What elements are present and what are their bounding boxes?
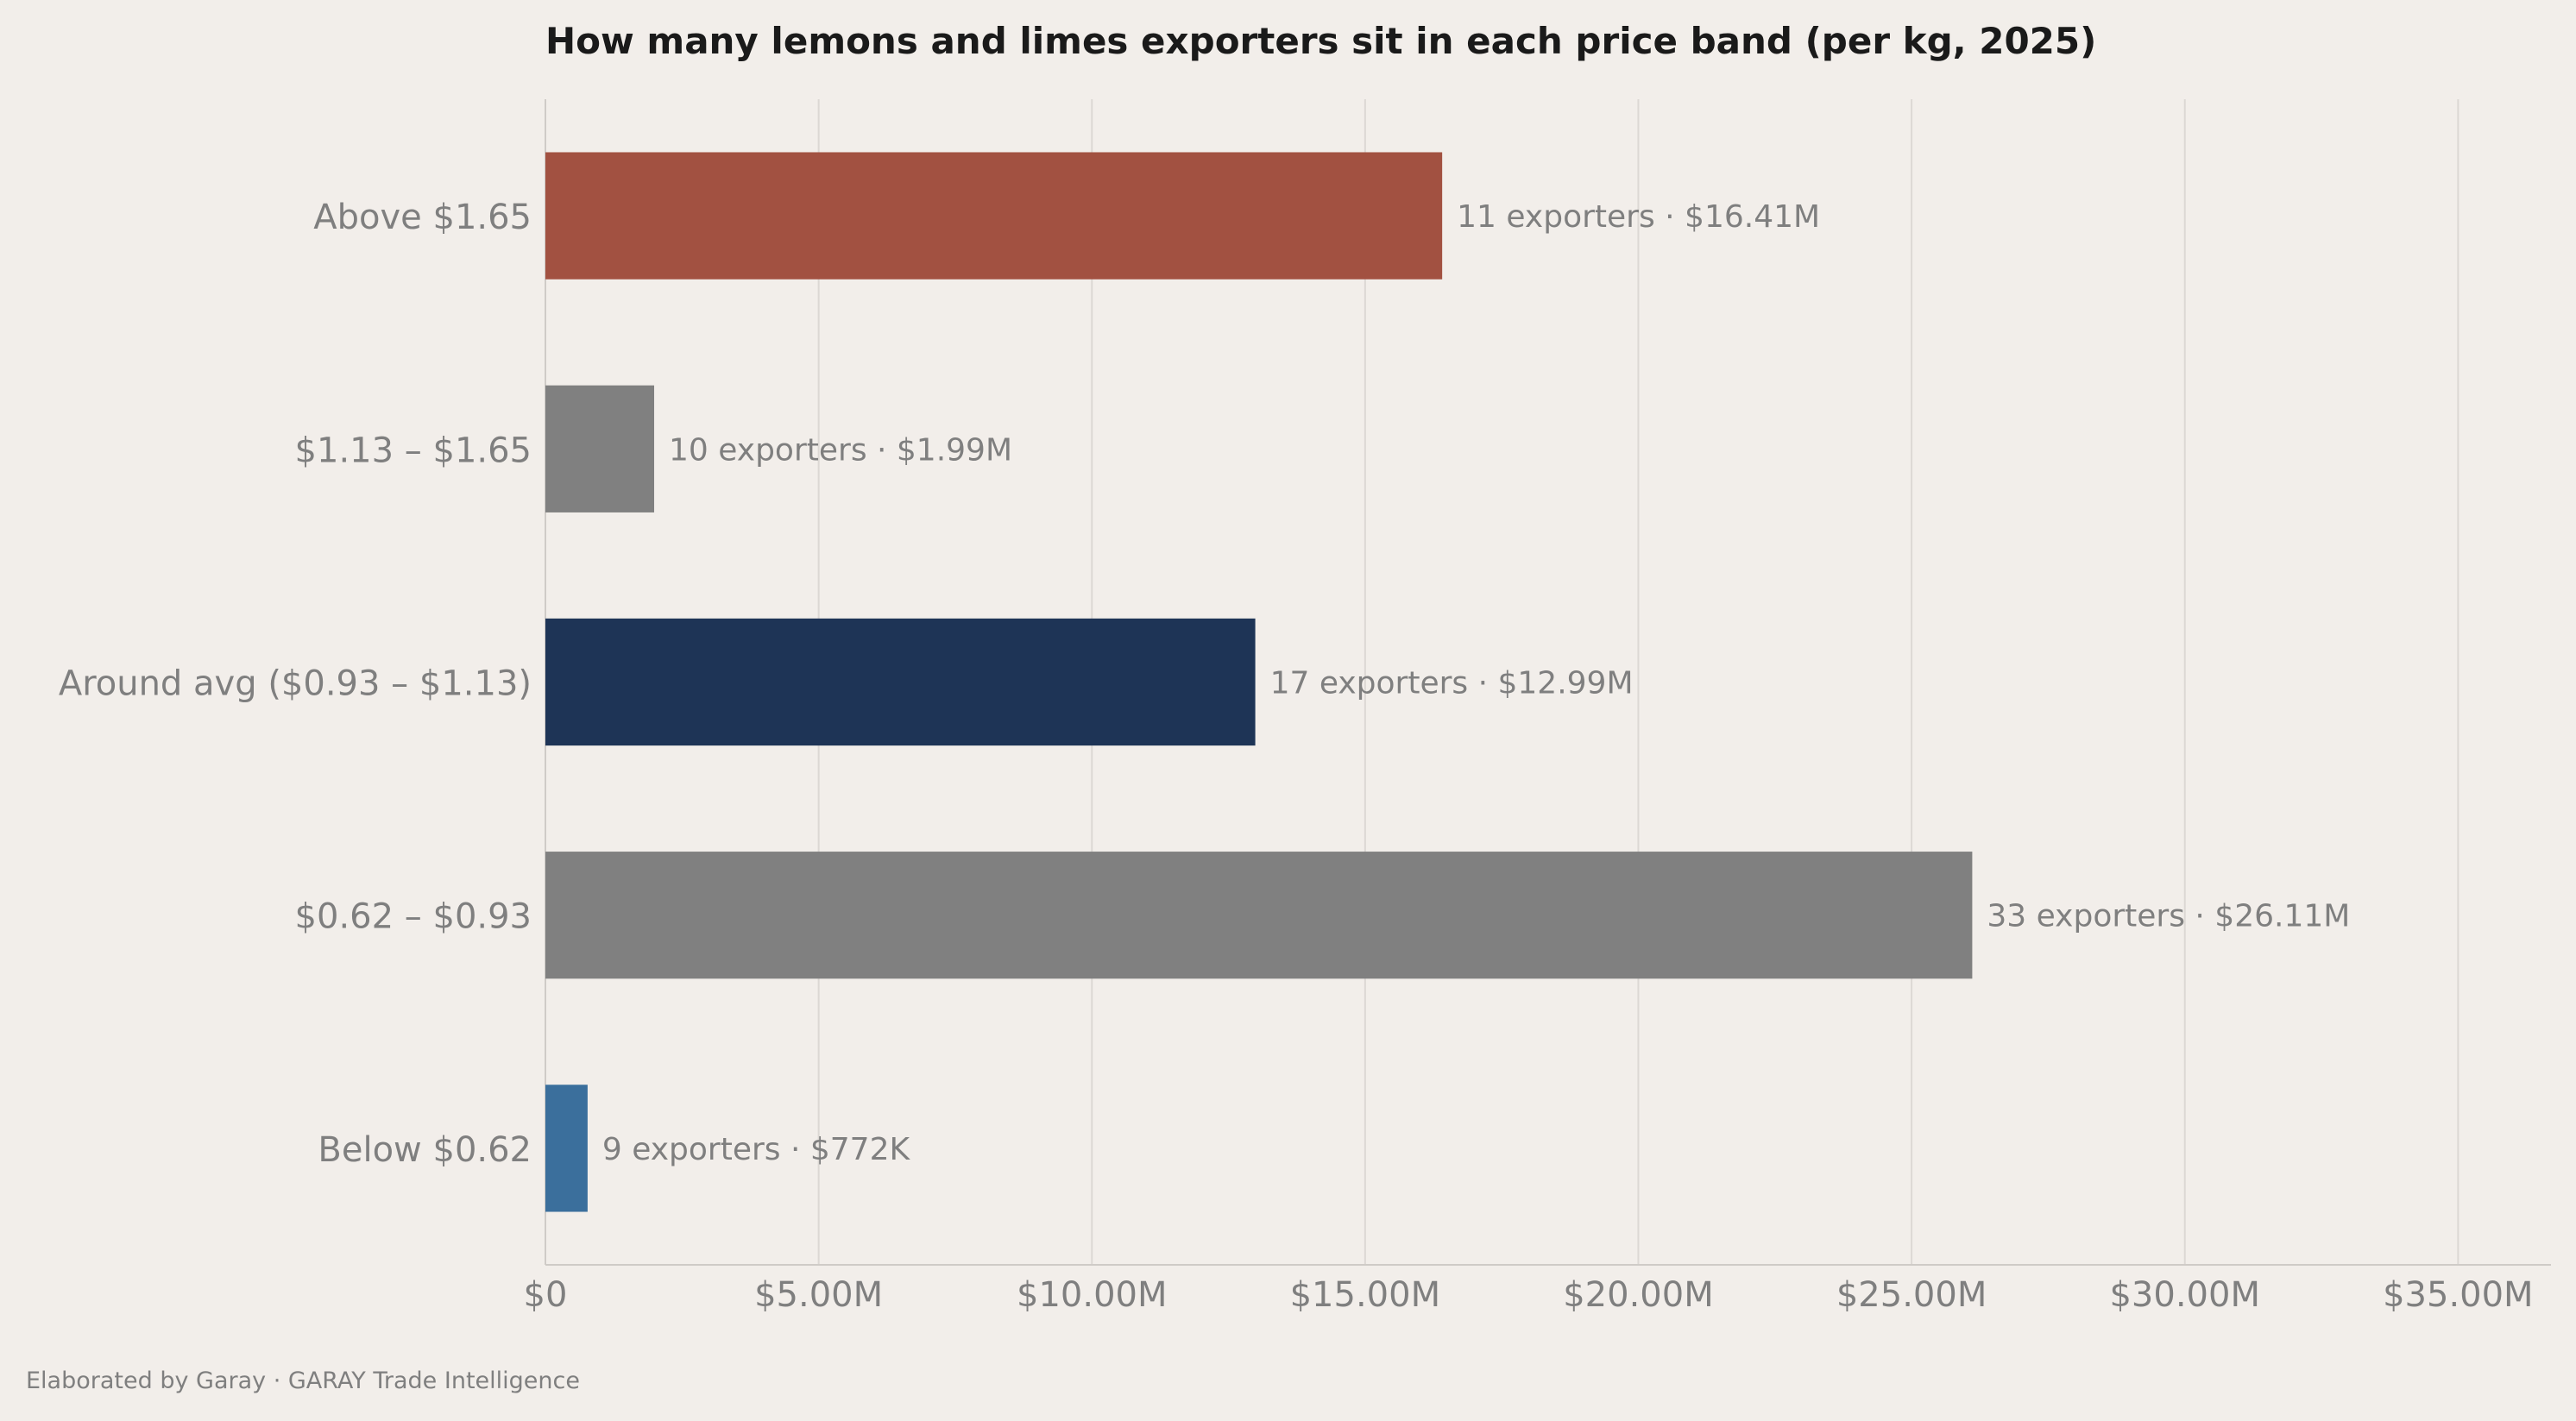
category-label: Above $1.65: [313, 198, 532, 237]
footer-credit: Elaborated by Garay · GARAY Trade Intell…: [26, 1368, 580, 1394]
x-tick-label: $30.00M: [2109, 1275, 2259, 1315]
bars: [545, 152, 1973, 1212]
bar-data-label: 11 exporters · $16.41M: [1457, 199, 1820, 235]
bar-data-label: 17 exporters · $12.99M: [1270, 666, 1634, 701]
category-label: $1.13 – $1.65: [295, 431, 532, 470]
bar-data-label: 33 exporters · $26.11M: [1987, 899, 2350, 934]
bar: [545, 152, 1443, 280]
category-label: Below $0.62: [318, 1130, 532, 1170]
category-labels: Above $1.65 $1.13 – $1.65 Around avg ($0.9…: [59, 198, 532, 1170]
x-tick-label: $0: [524, 1275, 568, 1315]
bar: [545, 385, 655, 512]
chart-title: How many lemons and limes exporters sit …: [545, 20, 2096, 62]
bar-data-label: 9 exporters · $772K: [602, 1132, 911, 1167]
x-tick-label: $10.00M: [1017, 1275, 1167, 1315]
category-label: Around avg ($0.93 – $1.13): [59, 664, 532, 704]
gridlines: [817, 99, 2459, 1265]
bar-labels: 11 exporters · $16.41M 10 exporters · $1.…: [602, 199, 2350, 1167]
x-tick-label: $5.00M: [754, 1275, 883, 1315]
x-tick-label: $25.00M: [1836, 1275, 1987, 1315]
bar-data-label: 10 exporters · $1.99M: [669, 432, 1012, 468]
bar: [545, 852, 1973, 979]
x-tick-label: $15.00M: [1290, 1275, 1440, 1315]
tick-labels: $0 $5.00M $10.00M $15.00M $20.00M $25.00M $30.…: [524, 1275, 2534, 1315]
bar: [545, 618, 1256, 746]
category-label: $0.62 – $0.93: [295, 897, 532, 937]
x-tick-label: $35.00M: [2383, 1275, 2533, 1315]
x-tick-label: $20.00M: [1563, 1275, 1713, 1315]
bar: [545, 1085, 588, 1212]
